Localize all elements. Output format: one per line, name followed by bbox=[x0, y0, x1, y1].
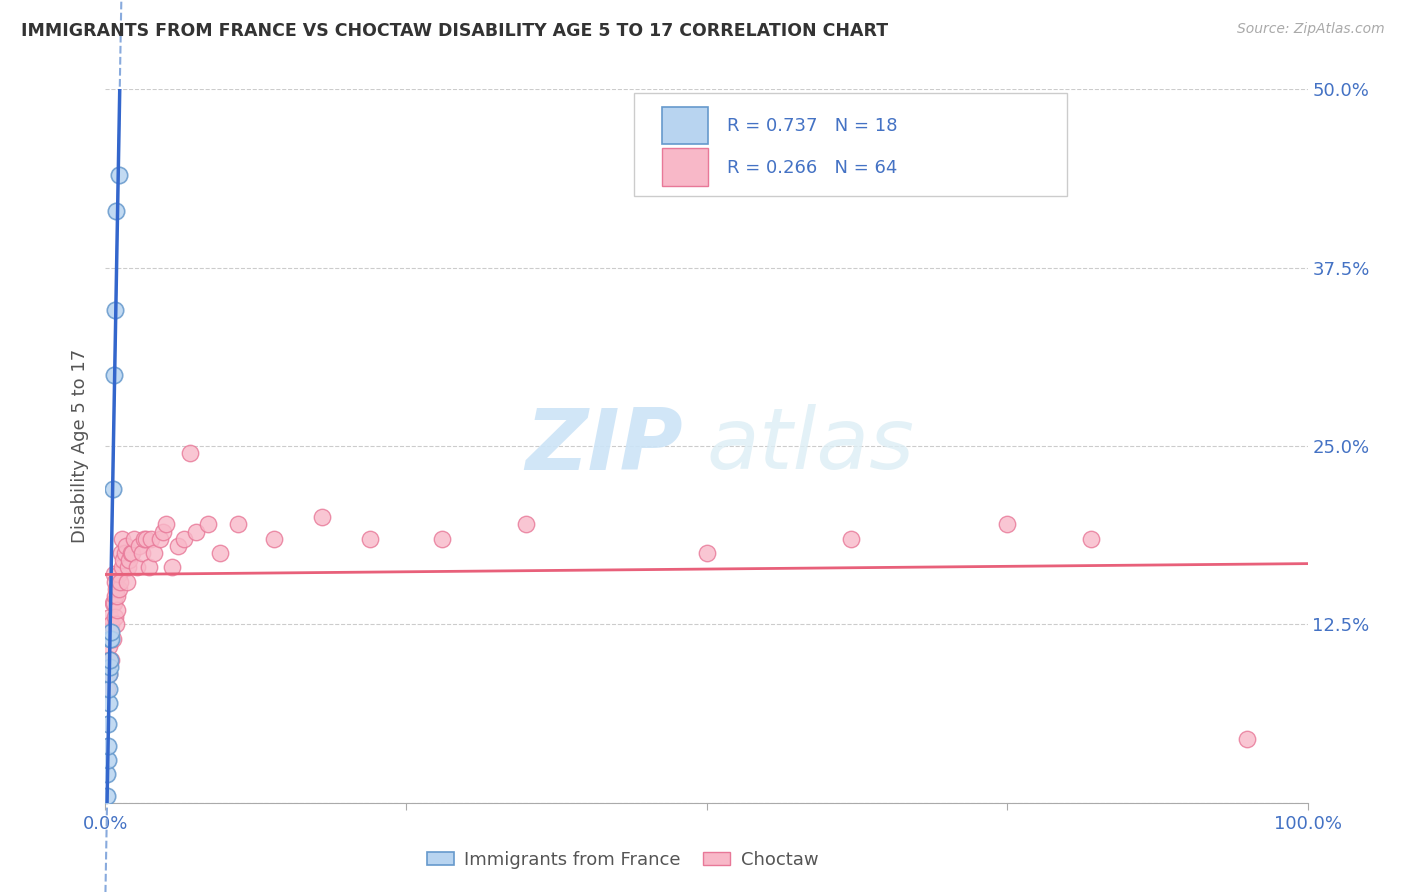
Text: ZIP: ZIP bbox=[524, 404, 682, 488]
Point bbox=[104, 574, 127, 589]
Point bbox=[111, 532, 134, 546]
Point bbox=[138, 560, 160, 574]
FancyBboxPatch shape bbox=[662, 148, 707, 186]
Point bbox=[103, 567, 125, 582]
Point bbox=[107, 603, 129, 617]
Point bbox=[112, 553, 135, 567]
Point bbox=[100, 653, 122, 667]
Point bbox=[97, 739, 120, 753]
Point bbox=[98, 653, 121, 667]
Point bbox=[121, 546, 143, 560]
Point bbox=[1080, 532, 1102, 546]
Point bbox=[98, 667, 121, 681]
Text: atlas: atlas bbox=[707, 404, 914, 488]
Point bbox=[118, 553, 141, 567]
Y-axis label: Disability Age 5 to 17: Disability Age 5 to 17 bbox=[72, 349, 90, 543]
Point bbox=[430, 532, 453, 546]
Point bbox=[226, 517, 249, 532]
Point bbox=[100, 624, 122, 639]
Point bbox=[98, 639, 121, 653]
Point bbox=[115, 539, 138, 553]
Point bbox=[107, 567, 129, 582]
Point bbox=[107, 582, 129, 596]
Point bbox=[184, 524, 207, 539]
Point bbox=[100, 632, 122, 646]
Point bbox=[1236, 731, 1258, 746]
Point bbox=[108, 574, 131, 589]
Point bbox=[107, 589, 129, 603]
Point bbox=[263, 532, 285, 546]
Point bbox=[515, 517, 537, 532]
Point bbox=[98, 681, 121, 696]
Point bbox=[97, 753, 120, 767]
Point bbox=[98, 610, 121, 624]
Legend: Immigrants from France, Choctaw: Immigrants from France, Choctaw bbox=[419, 844, 825, 876]
Point bbox=[104, 303, 127, 318]
Text: Source: ZipAtlas.com: Source: ZipAtlas.com bbox=[1237, 22, 1385, 37]
Point bbox=[97, 653, 120, 667]
Point bbox=[100, 617, 122, 632]
Point bbox=[101, 596, 124, 610]
Point bbox=[166, 539, 188, 553]
Point bbox=[103, 596, 125, 610]
Point bbox=[142, 546, 165, 560]
Point bbox=[114, 546, 136, 560]
Point bbox=[96, 681, 118, 696]
Point bbox=[155, 517, 177, 532]
Point bbox=[179, 446, 201, 460]
Point bbox=[124, 532, 146, 546]
Text: R = 0.737   N = 18: R = 0.737 N = 18 bbox=[727, 118, 897, 136]
Point bbox=[208, 546, 231, 560]
Point bbox=[97, 624, 120, 639]
Point bbox=[101, 482, 124, 496]
Point bbox=[152, 524, 174, 539]
Point bbox=[107, 168, 129, 182]
Point bbox=[120, 546, 142, 560]
Point bbox=[696, 546, 718, 560]
Point bbox=[98, 632, 121, 646]
FancyBboxPatch shape bbox=[662, 107, 707, 145]
Point bbox=[98, 653, 121, 667]
Text: IMMIGRANTS FROM FRANCE VS CHOCTAW DISABILITY AGE 5 TO 17 CORRELATION CHART: IMMIGRANTS FROM FRANCE VS CHOCTAW DISABI… bbox=[21, 22, 889, 40]
Point bbox=[173, 532, 195, 546]
Text: R = 0.266   N = 64: R = 0.266 N = 64 bbox=[727, 159, 897, 177]
Point bbox=[105, 203, 128, 218]
Point bbox=[96, 767, 118, 781]
Point bbox=[359, 532, 381, 546]
Point bbox=[98, 667, 121, 681]
Point bbox=[995, 517, 1018, 532]
Point bbox=[197, 517, 219, 532]
Point bbox=[97, 717, 120, 731]
Point bbox=[103, 368, 125, 382]
Point bbox=[110, 546, 132, 560]
Point bbox=[160, 560, 183, 574]
Point bbox=[128, 539, 150, 553]
Point bbox=[111, 560, 134, 574]
Point bbox=[96, 789, 118, 803]
Point bbox=[139, 532, 162, 546]
Point bbox=[148, 532, 170, 546]
Point bbox=[117, 560, 139, 574]
Point bbox=[98, 660, 121, 674]
Point bbox=[132, 532, 155, 546]
Point bbox=[125, 560, 148, 574]
Point bbox=[101, 632, 124, 646]
Point bbox=[105, 617, 128, 632]
Point bbox=[104, 589, 127, 603]
Point bbox=[135, 532, 157, 546]
Point bbox=[98, 696, 121, 710]
Point bbox=[131, 546, 153, 560]
Point bbox=[104, 610, 127, 624]
Point bbox=[311, 510, 333, 524]
Point bbox=[105, 582, 128, 596]
Point bbox=[115, 574, 138, 589]
FancyBboxPatch shape bbox=[634, 93, 1067, 196]
Point bbox=[839, 532, 862, 546]
